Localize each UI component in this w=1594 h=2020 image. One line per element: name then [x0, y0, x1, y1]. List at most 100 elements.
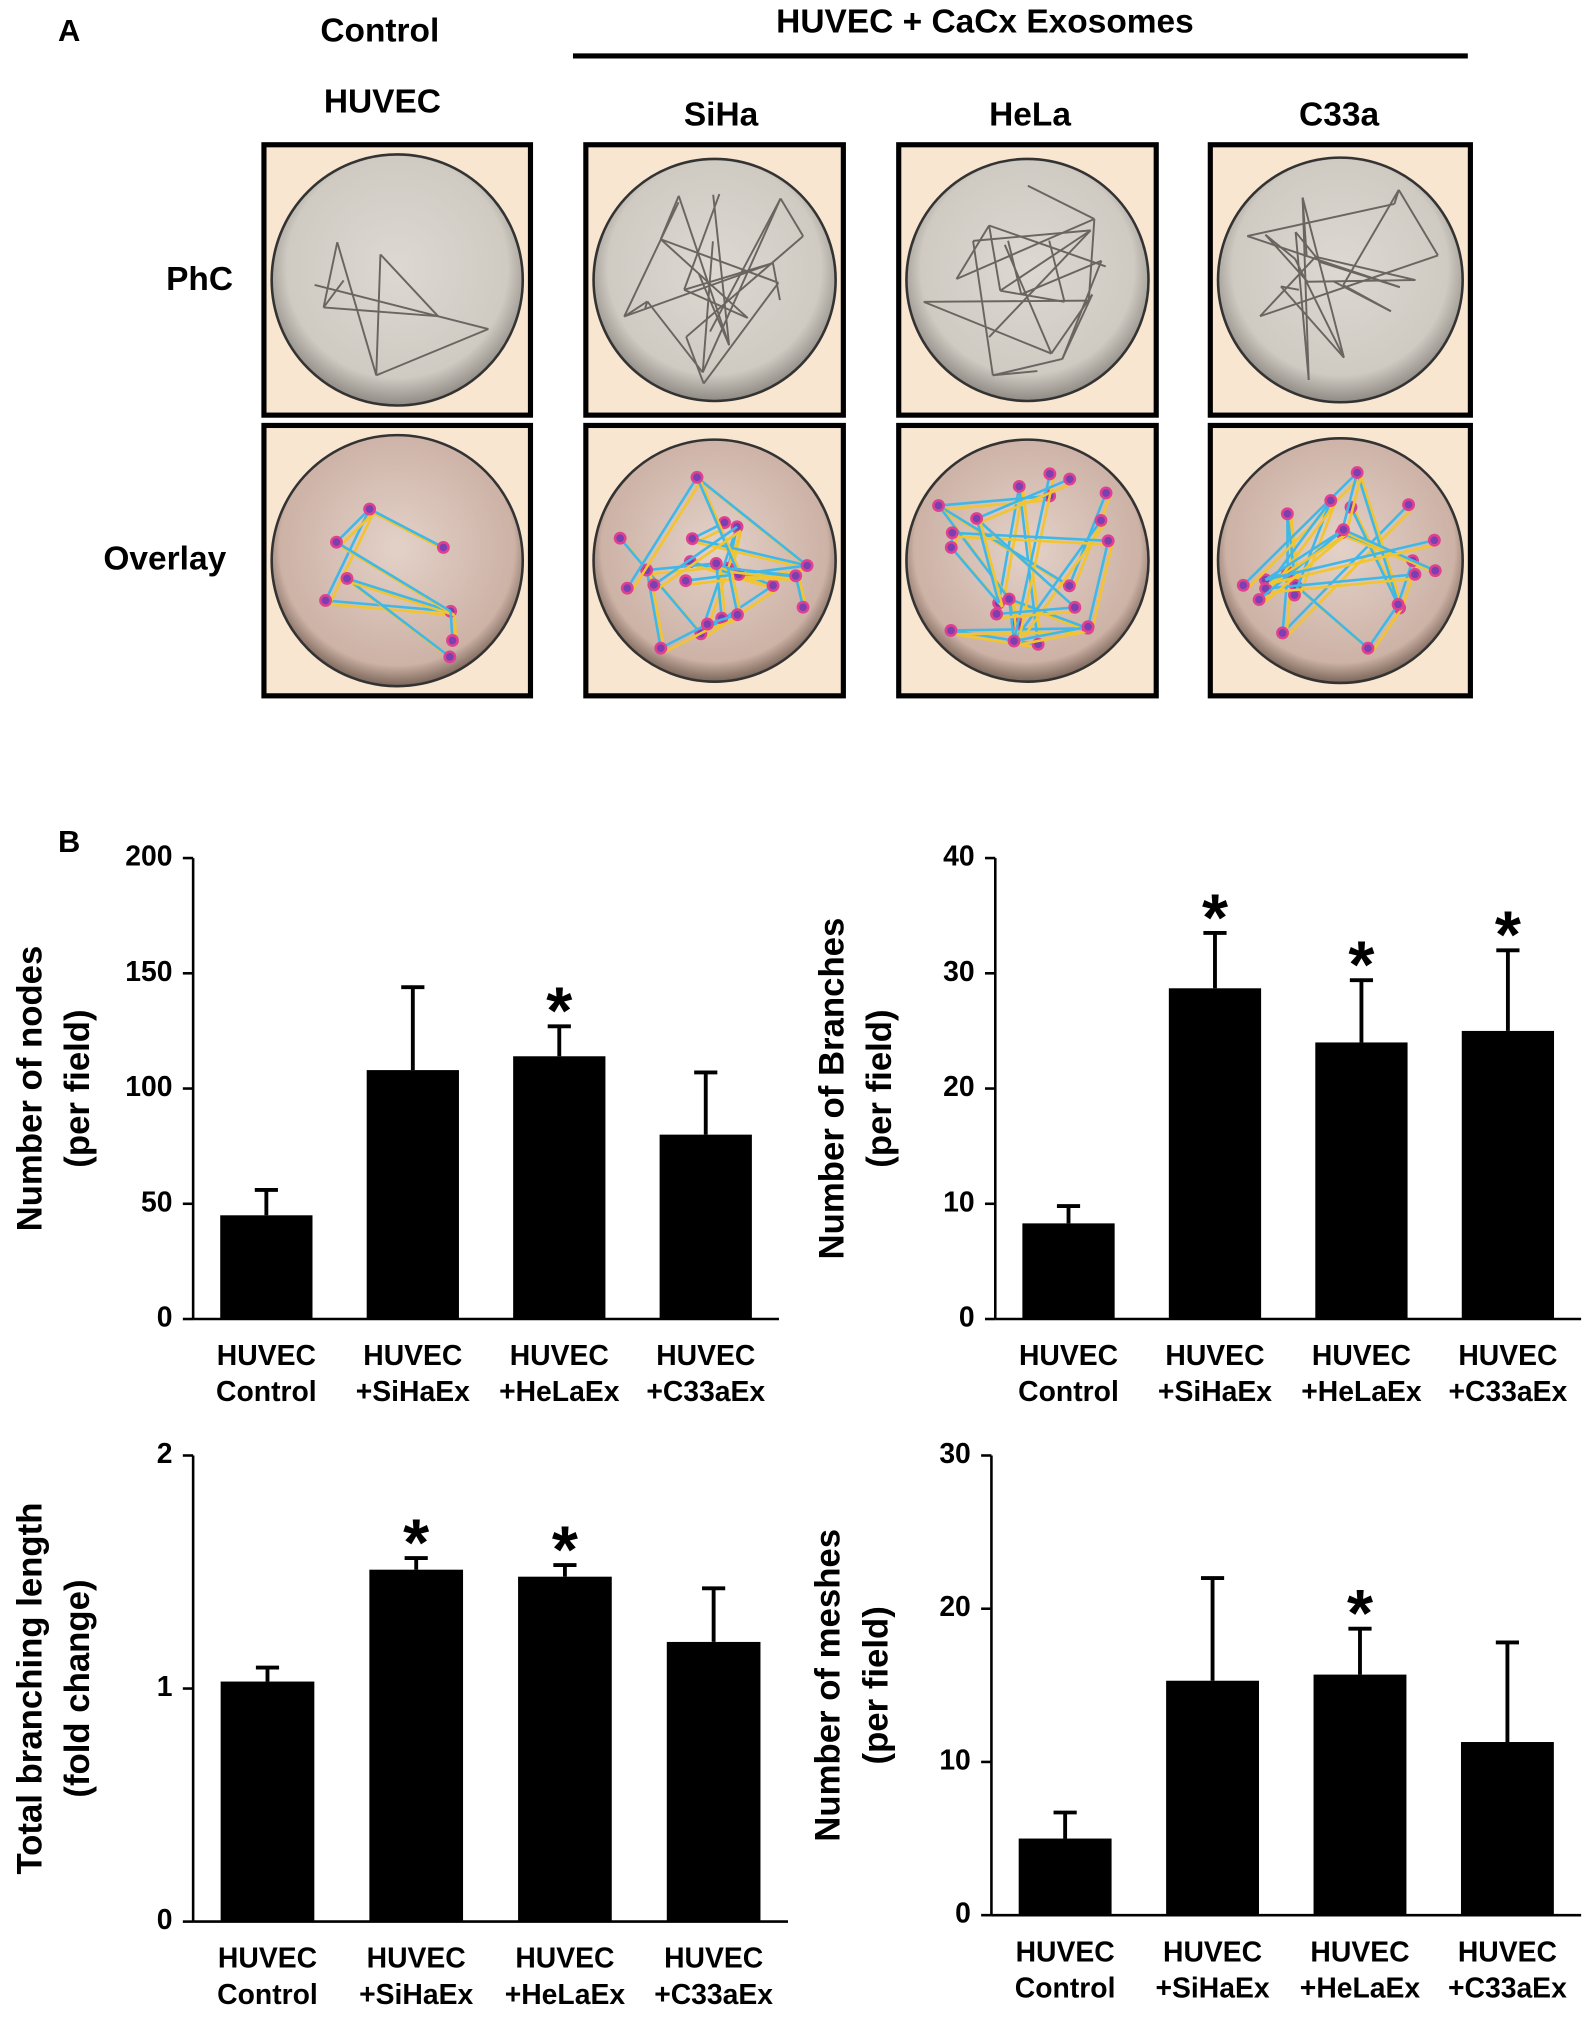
overlay-yellow — [664, 626, 712, 654]
bar — [1022, 1223, 1115, 1320]
overlay-cyan — [938, 494, 1050, 507]
y-tick-label: 0 — [955, 1898, 971, 1930]
overlay-yellow — [1001, 490, 1025, 608]
vessel — [955, 224, 990, 280]
overlay-node — [1043, 467, 1057, 481]
overlay-cyan — [996, 606, 1075, 616]
micrograph — [270, 433, 525, 688]
overlay-cyan — [976, 477, 1071, 520]
vessel — [709, 198, 782, 333]
vessel — [992, 370, 1038, 377]
overlay-yellow — [1262, 532, 1349, 605]
bar — [369, 1569, 464, 1922]
overlay-node — [330, 535, 343, 549]
overlay-cyan — [1264, 528, 1345, 581]
x-tick-label: HUVEC — [1016, 1936, 1115, 1968]
vessel — [1301, 197, 1308, 257]
vessel — [1319, 261, 1401, 289]
vessel — [685, 235, 804, 338]
overlay-node — [1252, 593, 1266, 607]
overlay-node — [1428, 564, 1442, 578]
x-tick-label: HUVEC — [656, 1340, 755, 1372]
overlay-cyan — [952, 531, 1109, 543]
x-tick-label: +SiHaEx — [1156, 1972, 1270, 2004]
x-tick-label: +SiHaEx — [359, 1979, 473, 2011]
x-tick-label: HUVEC — [1019, 1340, 1118, 1372]
overlay-node — [1276, 626, 1289, 640]
vessel — [973, 229, 1091, 242]
bar — [1166, 1680, 1259, 1916]
panel-label: A — [58, 13, 80, 48]
bar — [1018, 1838, 1112, 1916]
micrograph — [905, 157, 1150, 403]
vessel — [1247, 202, 1395, 238]
overlay-cyan — [1007, 598, 1016, 642]
y-axis-label: (per field) — [861, 1009, 899, 1167]
significance-mark: * — [1347, 1576, 1373, 1651]
overlay-cyan — [975, 518, 1000, 604]
overlay-node — [1101, 534, 1115, 548]
x-tick-label: +HeLaEx — [1301, 1376, 1422, 1408]
y-tick-label: 10 — [943, 1186, 975, 1218]
x-tick-label: +C33aEx — [1448, 1972, 1567, 2004]
x-tick-label: +C33aEx — [654, 1979, 773, 2011]
overlay-node — [685, 532, 699, 546]
overlay-yellow — [630, 480, 702, 593]
overlay-yellow — [979, 522, 1004, 608]
vessel — [646, 300, 704, 374]
x-tick-label: HUVEC — [1458, 1340, 1557, 1372]
x-tick-label: HUVEC — [1310, 1936, 1409, 1968]
bar — [366, 1070, 459, 1320]
overlay-cyan — [975, 517, 1076, 609]
x-tick-label: Control — [216, 1376, 317, 1408]
y-tick-label: 0 — [959, 1301, 975, 1333]
overlay-node — [1408, 567, 1422, 581]
overlay-yellow — [1285, 507, 1414, 638]
y-tick-label: 40 — [943, 841, 975, 873]
x-tick-label: Control — [1018, 1376, 1119, 1408]
overlay-node — [690, 470, 704, 484]
row-title: PhC — [166, 261, 233, 298]
y-axis-label: (per field) — [59, 1009, 97, 1167]
row-title: Overlay — [103, 540, 226, 577]
vessel — [323, 306, 439, 318]
overlay-node — [932, 499, 945, 512]
overlay-node — [620, 581, 634, 595]
overlay-yellow — [942, 498, 1054, 511]
bar — [659, 1134, 752, 1320]
overlay-node — [1324, 494, 1338, 507]
vessel — [314, 284, 489, 330]
significance-mark: * — [1495, 898, 1521, 973]
vessel — [1061, 294, 1094, 360]
x-tick-label: HUVEC — [217, 1340, 316, 1372]
overlay-node — [319, 594, 333, 607]
vessel — [988, 225, 1002, 291]
vessel — [623, 201, 680, 317]
overlay-node — [945, 526, 959, 540]
overlay-yellow — [954, 630, 1092, 636]
bar — [518, 1576, 612, 1922]
x-tick-label: HUVEC — [367, 1943, 466, 1975]
y-tick-label: 0 — [157, 1904, 173, 1936]
overlay-cyan — [335, 508, 371, 544]
x-tick-label: HUVEC — [218, 1943, 317, 1975]
overlay-cyan — [1242, 471, 1359, 587]
overlay-node — [1081, 620, 1095, 634]
overlay-node — [1402, 498, 1416, 512]
overlay-cyan — [325, 599, 451, 613]
x-tick-label: Control — [217, 1979, 318, 2011]
micrograph — [1216, 156, 1464, 404]
panel-label: B — [58, 824, 80, 859]
overlay-cyan — [950, 546, 1000, 604]
vessel — [683, 193, 721, 291]
overlay-node — [700, 617, 714, 631]
overlay-node — [789, 569, 803, 583]
vessel — [988, 224, 1106, 268]
overlay-cyan — [1013, 625, 1089, 643]
overlay-node — [796, 600, 810, 614]
x-tick-label: HUVEC — [515, 1943, 614, 1975]
bar — [1313, 1674, 1407, 1916]
overlay-cyan — [1355, 472, 1401, 609]
y-tick-label: 0 — [157, 1301, 173, 1333]
x-tick-label: +SiHaEx — [1158, 1376, 1272, 1408]
